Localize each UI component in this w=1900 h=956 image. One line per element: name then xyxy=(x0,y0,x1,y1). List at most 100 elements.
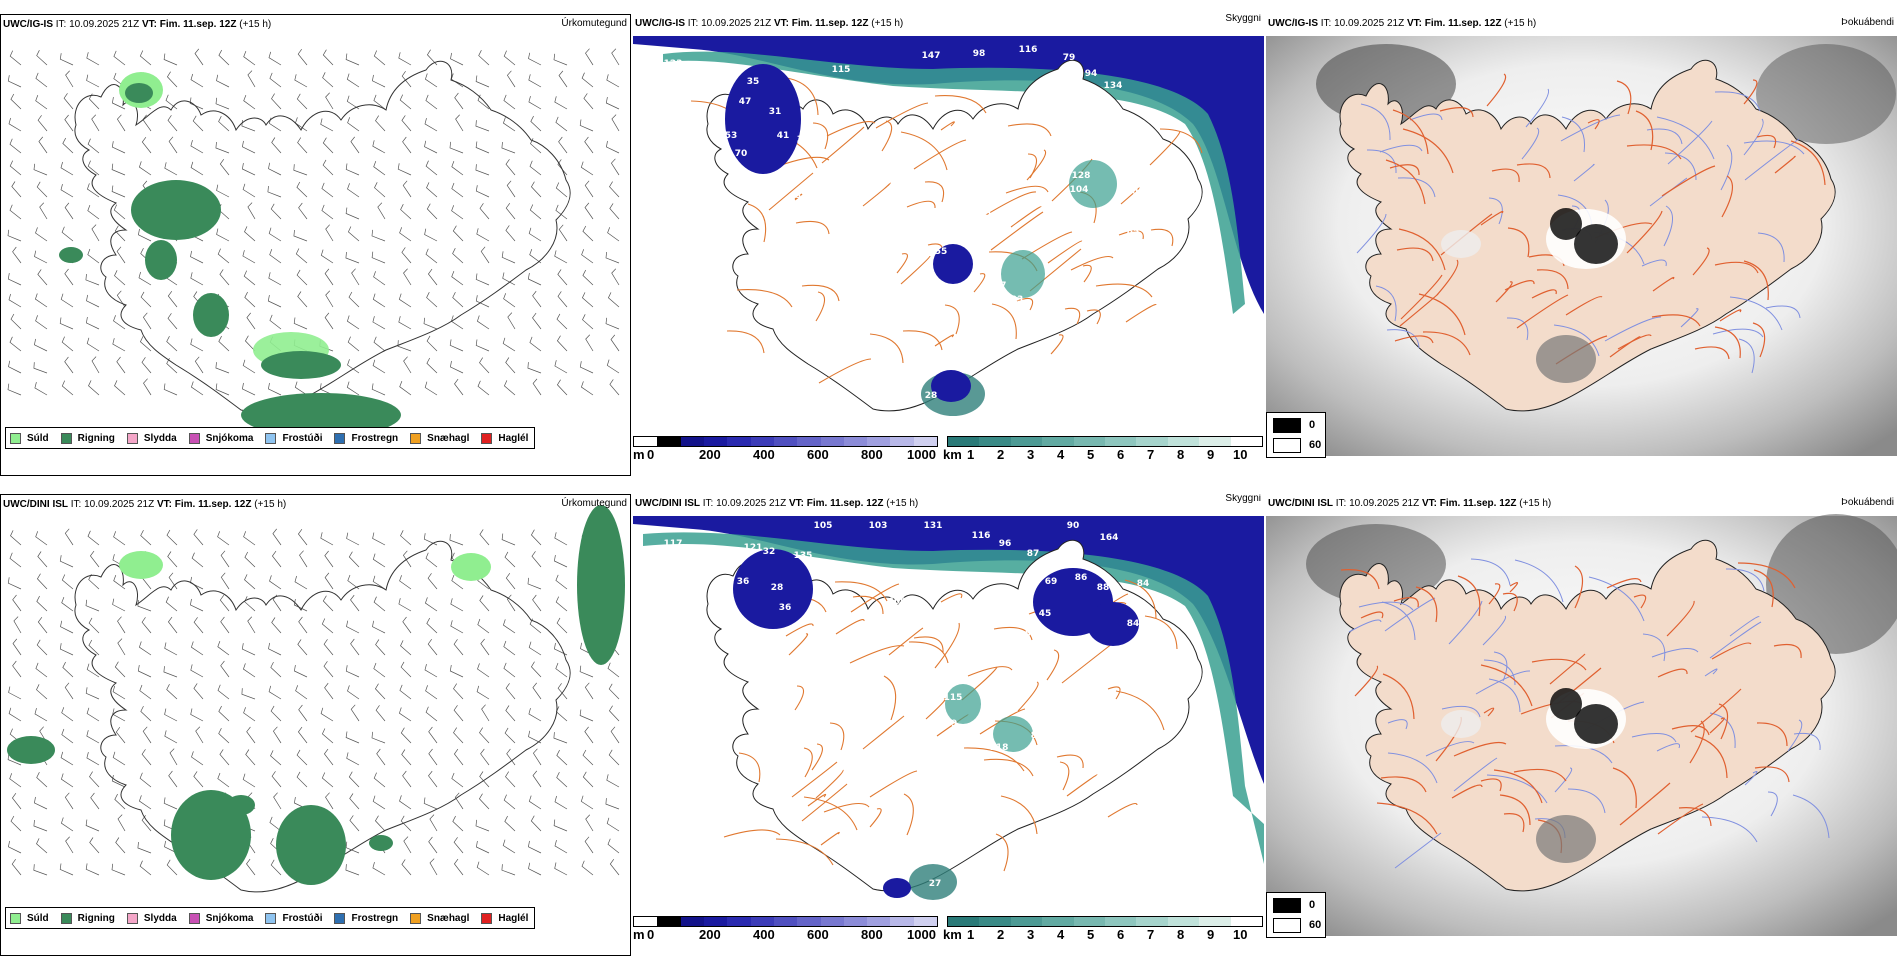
line-feature xyxy=(834,581,888,602)
wind-barb xyxy=(501,141,516,154)
wind-barb xyxy=(270,859,282,876)
wind-barb xyxy=(530,815,542,832)
wind-barb xyxy=(34,796,48,810)
cloud-base-value: 118 xyxy=(990,743,1009,753)
line-feature xyxy=(1495,281,1513,303)
wind-barb xyxy=(294,381,308,396)
wind-barb xyxy=(296,771,308,788)
line-feature xyxy=(1756,134,1777,149)
line-feature xyxy=(812,122,829,150)
wind-barb xyxy=(271,617,282,634)
wind-barb xyxy=(165,94,178,110)
wind-barb xyxy=(9,138,22,154)
line-feature xyxy=(1709,717,1725,734)
wind-barb xyxy=(9,50,22,66)
wind-barb xyxy=(324,572,334,590)
wind-barb xyxy=(401,71,412,88)
wind-barb xyxy=(322,159,334,176)
legend-swatch xyxy=(126,912,138,924)
line-feature xyxy=(1652,276,1675,292)
line-feature xyxy=(815,291,826,322)
wind-barb xyxy=(60,773,74,788)
line-feature xyxy=(1360,611,1384,619)
line-feature xyxy=(1050,334,1064,355)
wind-barb xyxy=(166,529,178,546)
visibility-colorbar xyxy=(947,916,1263,927)
line-feature xyxy=(869,333,904,364)
wind-barb xyxy=(322,49,334,66)
line-feature xyxy=(1425,741,1475,757)
wind-barb xyxy=(242,163,256,176)
wind-barb xyxy=(528,96,542,110)
wind-barb xyxy=(479,595,490,612)
line-feature xyxy=(1451,784,1483,799)
wind-barb xyxy=(528,641,542,656)
iceland-outline xyxy=(74,540,571,893)
wind-barb xyxy=(558,136,568,154)
wind-barb xyxy=(403,356,412,374)
wind-barb xyxy=(166,859,178,876)
wind-barb xyxy=(241,643,256,656)
wind-barb xyxy=(64,682,74,700)
wind-barb xyxy=(454,792,464,810)
wind-barb xyxy=(142,114,152,132)
cloud-base-value: 95 xyxy=(1145,667,1158,677)
line-feature xyxy=(1387,752,1438,784)
wind-barb xyxy=(585,814,594,832)
wind-barb xyxy=(427,573,438,590)
cloud-base-value: 29 xyxy=(1087,761,1100,771)
wind-barb xyxy=(399,94,412,110)
wind-barb xyxy=(475,120,490,132)
wind-barb xyxy=(529,618,542,634)
line-feature xyxy=(1366,149,1397,174)
fog-areas xyxy=(1441,688,1626,863)
legend-item-slydda: Slydda xyxy=(126,432,177,444)
line-feature xyxy=(908,641,949,664)
wind-barb xyxy=(325,792,334,810)
wind-barb xyxy=(348,291,360,308)
line-feature xyxy=(1486,774,1548,804)
wind-barb xyxy=(111,863,126,876)
wind-barb xyxy=(610,334,620,352)
line-feature xyxy=(1046,649,1060,681)
weather-area xyxy=(1441,710,1481,738)
wind-barb xyxy=(403,836,412,854)
cloud-base-value: 46 xyxy=(1015,605,1028,615)
wind-barb xyxy=(140,291,152,308)
wind-barb xyxy=(137,841,152,854)
line-feature xyxy=(820,831,840,846)
wind-barb xyxy=(324,682,334,700)
wind-barb xyxy=(397,163,412,176)
wind-barb xyxy=(449,665,464,678)
line-feature xyxy=(1402,128,1454,174)
wind-barb xyxy=(579,709,594,722)
line-feature xyxy=(1641,259,1667,267)
line-feature xyxy=(1513,768,1567,782)
wind-barb xyxy=(401,749,412,766)
wind-barb xyxy=(243,50,256,66)
line-feature xyxy=(1656,743,1681,752)
wind-barb xyxy=(555,182,568,198)
wind-barb xyxy=(167,115,178,132)
wind-barb xyxy=(192,115,204,132)
line-feature xyxy=(1382,673,1415,720)
wind-barb xyxy=(351,268,360,286)
wind-barb xyxy=(141,617,152,634)
line-feature xyxy=(906,200,936,209)
wind-barb xyxy=(88,639,100,656)
precip-type-panel-bottom: UWC/DINI ISL IT: 10.09.2025 21Z VT: Fim.… xyxy=(0,494,631,956)
visibility-colorbar xyxy=(947,436,1263,447)
legend-swatch-white xyxy=(1273,918,1301,933)
wind-barb xyxy=(608,683,620,700)
line-feature xyxy=(1574,565,1584,609)
line-feature xyxy=(794,685,805,711)
wind-barb xyxy=(530,115,542,132)
wind-barb xyxy=(116,246,126,264)
line-feature xyxy=(1752,322,1766,358)
wind-barb xyxy=(348,551,360,568)
rivers xyxy=(1348,558,1830,869)
wind-barb xyxy=(397,340,412,352)
legend-swatch-black xyxy=(1273,418,1301,433)
wind-barb xyxy=(270,203,282,220)
panel-title: UWC/IG-IS IT: 10.09.2025 21Z VT: Fim. 11… xyxy=(1268,18,1537,29)
